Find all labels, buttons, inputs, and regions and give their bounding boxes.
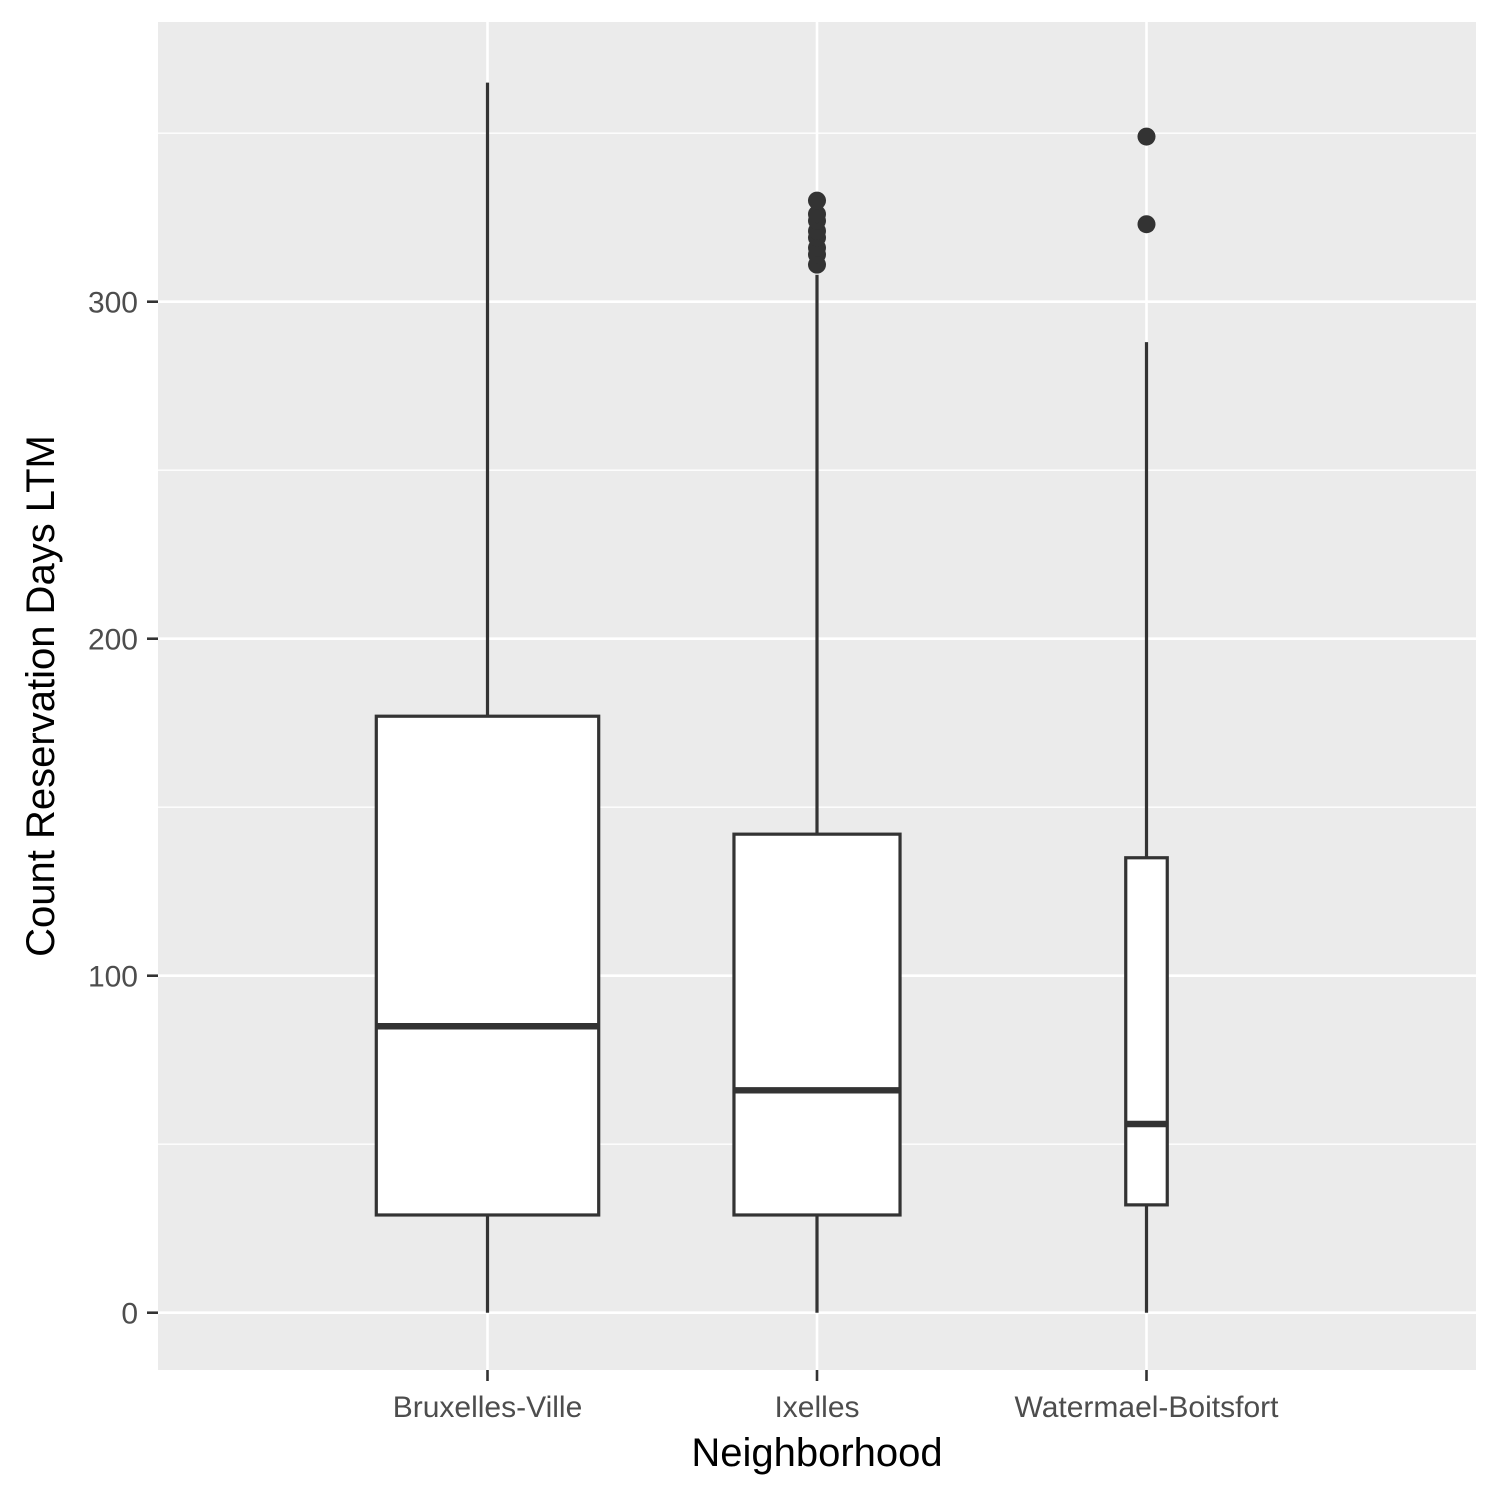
outlier-point [808,205,826,224]
axes: 0 100 200 300 Bruxelles-Ville Ixelles Watermae… [88,287,1279,1424]
boxes [374,82,1169,1313]
y-tick-label: 100 [88,961,138,994]
y-tick-label: 0 [121,1298,138,1331]
box-group [1124,127,1169,1313]
y-tick-label: 300 [88,287,138,320]
box-group [374,82,601,1313]
box-rect [374,714,601,1217]
box-rect [732,832,902,1217]
x-tick-label: Ixelles [774,1391,859,1424]
x-axis-title: Neighborhood [691,1431,942,1475]
x-tick-label: Watermael-Boitsfort [1015,1391,1280,1424]
y-axis-title: Count Reservation Days LTM [19,435,63,957]
x-tick-label: Bruxelles-Ville [393,1391,583,1424]
box-rect [1124,856,1169,1207]
y-tick-label: 200 [88,624,138,657]
box-group [732,191,902,1313]
outlier-point [808,191,826,210]
outlier-point [1137,127,1156,146]
outlier-point [1137,215,1156,234]
